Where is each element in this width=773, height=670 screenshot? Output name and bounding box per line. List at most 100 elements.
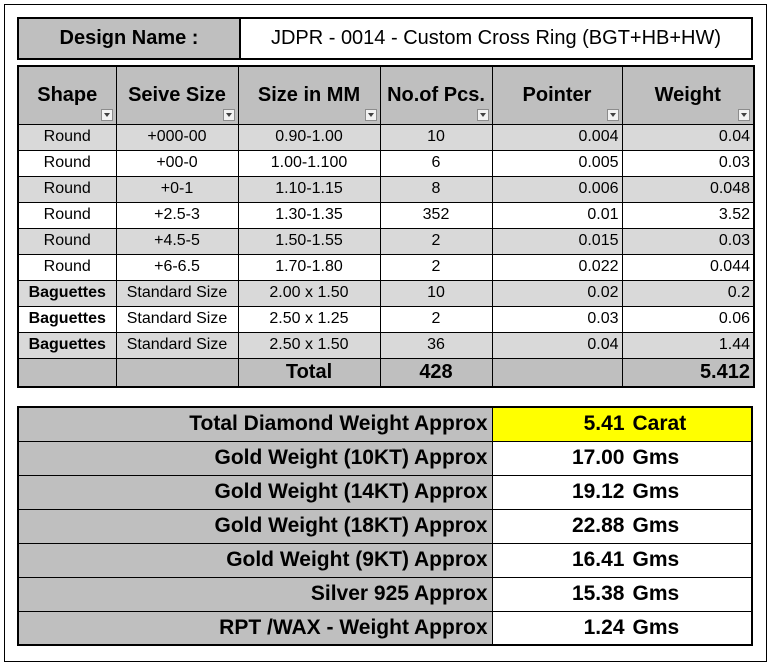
cell-seive-size: +2.5-3 xyxy=(115,201,239,229)
cell-weight: 0.03 xyxy=(621,149,755,177)
cell-weight: 0.03 xyxy=(621,227,755,255)
total-empty-cell xyxy=(115,357,239,388)
cell-weight: 0.044 xyxy=(621,253,755,281)
cell-size-in-mm: 1.50-1.55 xyxy=(237,227,381,255)
cell-pointer: 0.005 xyxy=(491,149,623,177)
table-row: Baguettes Standard Size 2.00 x 1.50 10 0.02 0… xyxy=(17,279,755,307)
summary-label: Total Diamond Weight Approx xyxy=(17,406,493,442)
summary-value: 17.00 xyxy=(571,446,625,469)
cell-no-of-pcs: 352 xyxy=(379,201,493,229)
cell-seive-size: Standard Size xyxy=(115,331,239,359)
cell-seive-size: +6-6.5 xyxy=(115,253,239,281)
cell-size-in-mm: 1.00-1.100 xyxy=(237,149,381,177)
cell-pointer: 0.006 xyxy=(491,175,623,203)
column-header-label: Shape xyxy=(37,83,98,106)
filter-dropdown-icon[interactable] xyxy=(476,108,489,121)
filter-dropdown-icon[interactable] xyxy=(222,108,235,121)
table-row: Round +2.5-3 1.30-1.35 352 0.01 3.52 xyxy=(17,201,755,229)
summary-value: 5.41 xyxy=(583,412,625,436)
cell-weight: 3.52 xyxy=(621,201,755,229)
cell-seive-size: +0-1 xyxy=(115,175,239,203)
cell-size-in-mm: 2.00 x 1.50 xyxy=(237,279,381,307)
design-name-value: JDPR - 0014 - Custom Cross Ring (BGT+HB+… xyxy=(239,17,753,60)
cell-pointer: 0.03 xyxy=(491,305,623,333)
summary-row: Gold Weight (18KT) Approx 22.88 Gms xyxy=(17,508,753,544)
cell-weight: 1.44 xyxy=(621,331,755,359)
summary-unit: Gms xyxy=(632,582,680,605)
header-row: Shape Seive Size Size in MM No.of Pcs. P… xyxy=(17,65,755,125)
cell-size-in-mm: 2.50 x 1.25 xyxy=(237,305,381,333)
column-header-weight: Weight xyxy=(621,65,755,125)
table-row: Round +4.5-5 1.50-1.55 2 0.015 0.03 xyxy=(17,227,755,255)
cell-weight: 0.06 xyxy=(621,305,755,333)
summary-label: Gold Weight (14KT) Approx xyxy=(17,474,493,510)
cell-weight: 0.04 xyxy=(621,123,755,151)
total-label: Total xyxy=(237,357,381,388)
column-header-label: Pointer xyxy=(522,83,592,106)
filter-dropdown-icon[interactable] xyxy=(738,108,750,121)
sheet-frame xyxy=(4,4,767,662)
table-row: Baguettes Standard Size 2.50 x 1.50 36 0.04 1… xyxy=(17,331,755,359)
cell-shape: Baguettes xyxy=(17,279,117,307)
cell-no-of-pcs: 2 xyxy=(379,253,493,281)
summary-table: Total Diamond Weight Approx 5.41 Carat Gold… xyxy=(17,406,753,646)
cell-no-of-pcs: 10 xyxy=(379,123,493,151)
table-row: Baguettes Standard Size 2.50 x 1.25 2 0.03 0.… xyxy=(17,305,755,333)
filter-dropdown-icon[interactable] xyxy=(100,108,113,121)
total-pcs: 428 xyxy=(379,357,493,388)
column-header-label: Size in MM xyxy=(257,83,361,106)
table-row: Round +0-1 1.10-1.15 8 0.006 0.048 xyxy=(17,175,755,203)
summary-unit: Gms xyxy=(632,514,680,537)
cell-shape: Baguettes xyxy=(17,305,117,333)
summary-row: Silver 925 Approx 15.38 Gms xyxy=(17,576,753,612)
summary-value: 22.88 xyxy=(571,514,625,537)
summary-value-cell: 5.41 Carat xyxy=(491,406,753,442)
cell-weight: 0.2 xyxy=(621,279,755,307)
stone-details-table: Shape Seive Size Size in MM No.of Pcs. P… xyxy=(17,65,755,388)
design-name-table: Design Name : JDPR - 0014 - Custom Cross… xyxy=(17,17,753,60)
summary-label: Gold Weight (10KT) Approx xyxy=(17,440,493,476)
cell-shape: Round xyxy=(17,227,117,255)
filter-dropdown-icon[interactable] xyxy=(606,108,619,121)
cell-pointer: 0.04 xyxy=(491,331,623,359)
cell-seive-size: +00-0 xyxy=(115,149,239,177)
cell-size-in-mm: 0.90-1.00 xyxy=(237,123,381,151)
table-row: Round +000-00 0.90-1.00 10 0.004 0.04 xyxy=(17,123,755,151)
summary-value-cell: 17.00 Gms xyxy=(491,440,753,476)
design-name-label: Design Name : xyxy=(17,17,241,60)
column-header-no-of-pcs: No.of Pcs. xyxy=(379,65,493,125)
summary-value-cell: 16.41 Gms xyxy=(491,542,753,578)
cell-seive-size: Standard Size xyxy=(115,305,239,333)
cell-pointer: 0.015 xyxy=(491,227,623,255)
summary-row: Gold Weight (10KT) Approx 17.00 Gms xyxy=(17,440,753,476)
summary-value: 19.12 xyxy=(571,480,625,503)
cell-seive-size: +4.5-5 xyxy=(115,227,239,255)
cell-no-of-pcs: 2 xyxy=(379,305,493,333)
summary-label: Gold Weight (18KT) Approx xyxy=(17,508,493,544)
cell-pointer: 0.004 xyxy=(491,123,623,151)
summary-row: Gold Weight (14KT) Approx 19.12 Gms xyxy=(17,474,753,510)
cell-weight: 0.048 xyxy=(621,175,755,203)
summary-label: Silver 925 Approx xyxy=(17,576,493,612)
cell-pointer: 0.02 xyxy=(491,279,623,307)
cell-shape: Round xyxy=(17,149,117,177)
summary-row: Gold Weight (9KT) Approx 16.41 Gms xyxy=(17,542,753,578)
column-header-label: No.of Pcs. xyxy=(387,83,485,106)
column-header-label: Weight xyxy=(654,83,721,106)
summary-value: 15.38 xyxy=(571,582,625,605)
cell-no-of-pcs: 2 xyxy=(379,227,493,255)
cell-no-of-pcs: 36 xyxy=(379,331,493,359)
total-weight: 5.412 xyxy=(621,357,755,388)
cell-size-in-mm: 1.70-1.80 xyxy=(237,253,381,281)
summary-value-cell: 19.12 Gms xyxy=(491,474,753,510)
filter-dropdown-icon[interactable] xyxy=(364,108,377,121)
column-header-seive-size: Seive Size xyxy=(115,65,239,125)
summary-label: RPT /WAX - Weight Approx xyxy=(17,610,493,646)
column-header-size-in-mm: Size in MM xyxy=(237,65,381,125)
cell-shape: Round xyxy=(17,201,117,229)
summary-value: 16.41 xyxy=(571,548,625,571)
summary-unit: Carat xyxy=(632,412,687,436)
cell-pointer: 0.01 xyxy=(491,201,623,229)
cell-seive-size: +000-00 xyxy=(115,123,239,151)
total-empty-cell xyxy=(491,357,623,388)
